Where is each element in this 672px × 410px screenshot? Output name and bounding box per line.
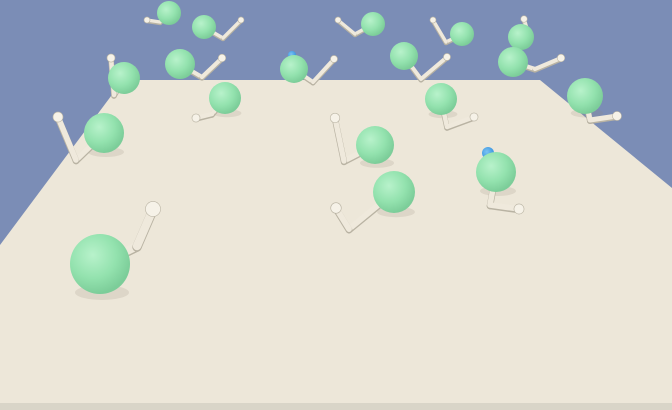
arm-tip	[217, 53, 227, 63]
arm-tip	[612, 111, 622, 121]
arm-segment	[332, 115, 347, 164]
green-sphere	[361, 12, 385, 36]
reacher-agent	[143, 1, 181, 26]
arm-segment	[311, 57, 336, 84]
arm-tip	[556, 53, 566, 63]
reacher-agent	[191, 82, 242, 123]
arm-tip	[469, 112, 479, 122]
reacher-agent	[192, 15, 245, 42]
arm-tip	[191, 113, 201, 123]
arm-tip	[429, 16, 437, 24]
green-sphere	[108, 62, 140, 94]
arm-tip	[443, 53, 451, 61]
green-sphere	[356, 126, 394, 164]
green-sphere	[165, 49, 195, 79]
arm-tip	[330, 202, 342, 214]
reacher-agent	[52, 111, 124, 165]
arm-segment	[55, 114, 79, 163]
reacher-agent	[429, 16, 474, 46]
arm-tip	[330, 55, 338, 63]
arm-tip	[334, 16, 342, 24]
green-sphere	[390, 42, 418, 70]
reacher-agent	[280, 51, 338, 86]
arm-segment	[221, 18, 243, 40]
reacher-agents	[52, 1, 622, 300]
arm-segment	[431, 18, 448, 44]
arm-tip	[143, 16, 151, 24]
green-sphere	[498, 47, 528, 77]
arm-tip	[329, 112, 341, 124]
green-sphere	[450, 22, 474, 46]
reacher-agent	[70, 201, 161, 300]
arm-segment	[199, 55, 225, 80]
arm-tip	[513, 203, 525, 215]
green-sphere	[567, 78, 603, 114]
reacher-agent	[334, 12, 385, 38]
green-sphere	[84, 113, 124, 153]
reacher-agent	[498, 47, 566, 77]
arm-tip	[237, 16, 245, 24]
arm-tip	[145, 201, 161, 217]
arm-tip	[106, 53, 116, 63]
reacher-agent	[476, 147, 525, 215]
green-sphere	[373, 171, 415, 213]
floor-bottom-edge	[0, 403, 672, 410]
reacher-agent	[329, 112, 395, 168]
reacher-agent	[567, 78, 622, 125]
green-sphere	[157, 1, 181, 25]
reacher-agent	[330, 171, 415, 234]
reacher-agent	[106, 53, 140, 99]
reacher-agent	[165, 49, 227, 81]
green-sphere	[476, 152, 516, 192]
green-sphere	[192, 15, 216, 39]
green-sphere	[70, 234, 130, 294]
arm-segment	[444, 114, 477, 130]
arm-tip	[520, 15, 528, 23]
green-sphere	[508, 24, 534, 50]
arm-segment	[532, 55, 564, 72]
reacher-agent	[508, 15, 534, 50]
arm-tip	[52, 111, 64, 123]
reacher-agent	[425, 83, 479, 131]
green-sphere	[280, 55, 308, 83]
green-sphere	[209, 82, 241, 114]
green-sphere	[425, 83, 457, 115]
reacher-agent	[390, 42, 451, 83]
arm-segment	[419, 55, 449, 81]
arm-segment	[336, 18, 357, 36]
